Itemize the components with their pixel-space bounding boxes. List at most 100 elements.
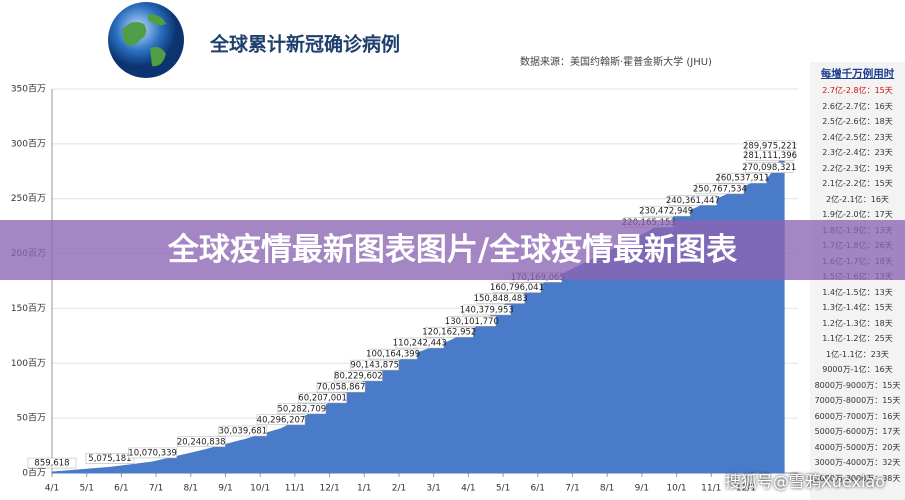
table-cell: 1.2亿-1.3亿：: [822, 318, 875, 328]
table-cell: 1.1亿-1.2亿：: [822, 334, 875, 343]
x-tick-label: 5/1: [496, 484, 510, 494]
value-label: 230,472,949: [639, 207, 693, 217]
table-cell: 1亿-1.1亿：: [826, 349, 871, 359]
value-label: 150,848,483: [474, 294, 528, 304]
x-tick-label: 5/1: [79, 484, 93, 494]
table-cell: 8000万-9000万：: [814, 380, 883, 390]
table-cell: 32天: [882, 458, 901, 467]
table-cell: 2.3亿-2.4亿：: [822, 148, 875, 157]
table-row: 1.4亿-1.5亿：13天: [810, 285, 905, 301]
x-tick-label: 10/1: [666, 484, 686, 494]
value-label: 100,164,399: [366, 350, 420, 360]
table-cell: 2亿-2.1亿：: [826, 194, 871, 204]
table-cell: 18天: [874, 318, 893, 328]
y-tick-label: 300百万: [11, 138, 46, 149]
table-row: 8000万-9000万：15天: [810, 378, 905, 394]
table-cell: 2.5亿-2.6亿：: [822, 117, 875, 126]
side-table: 每增千万例用时 2.7亿-2.8亿：15天 2.6亿-2.7亿：16天 2.5亿-2…: [810, 62, 905, 500]
value-label-box: [218, 425, 268, 437]
x-tick-label: 12/1: [319, 484, 339, 494]
value-label-box: [462, 304, 512, 316]
table-cell: 38天: [882, 473, 901, 483]
table-row: 2亿-2.1亿：16天: [810, 192, 905, 208]
value-label: 260,537,911: [715, 174, 769, 184]
table-row: 9000万-1亿：16天: [810, 362, 905, 378]
value-label-box: [425, 326, 474, 338]
table-cell: 15天: [874, 86, 893, 95]
banner: 全球疫情最新图表图片/全球疫情最新图表: [0, 220, 905, 280]
y-tick-label: 50百万: [17, 413, 46, 424]
table-row: 2.7亿-2.8亿：15天: [810, 83, 905, 99]
table-cell: 9000万-1亿：: [822, 365, 875, 374]
value-label: 240,361,447: [666, 196, 720, 206]
x-tick-label: 7/1: [565, 484, 579, 494]
table-cell: 20天: [882, 442, 901, 452]
value-label-box: [256, 414, 306, 426]
value-label: 270,098,321: [742, 163, 796, 173]
value-label: 40,296,207: [257, 415, 306, 425]
table-cell: 17天: [882, 427, 901, 436]
table-row: 2.1亿-2.2亿：15天: [810, 176, 905, 192]
table-cell: 18天: [874, 117, 893, 126]
value-label: 160,796,041: [490, 283, 544, 293]
table-cell: 16天: [882, 411, 901, 421]
value-label: 70,058,867: [317, 383, 366, 393]
source: 数据来源：美国约翰斯·霍普金斯大学 (JHU): [520, 55, 712, 68]
table-cell: 15天: [882, 380, 901, 390]
value-label: 289,975,221: [743, 141, 797, 151]
y-tick-label: 250百万: [11, 193, 46, 204]
table-cell: 2.4亿-2.5亿：: [822, 132, 875, 142]
table-row: 3000万-4000万：32天: [810, 455, 905, 471]
value-label: 5,075,181: [88, 454, 131, 464]
value-label: 30,039,681: [219, 427, 268, 437]
x-tick-label: 2/1: [392, 484, 406, 494]
table-row: 1.9亿-2.0亿：17天: [810, 207, 905, 223]
value-label-box: [492, 282, 542, 293]
value-label-box: [368, 348, 418, 360]
value-label-box: [85, 453, 135, 464]
table-row: 6000万-7000万：16天: [810, 409, 905, 425]
x-tick-label: 6/1: [114, 484, 128, 494]
table-cell: 2.6亿-2.7亿：: [822, 101, 875, 111]
table-cell: 1.9亿-2.0亿：: [822, 210, 875, 219]
table-cell: 16天: [870, 194, 889, 204]
table-cell: 7000万-8000万：: [814, 396, 883, 405]
y-tick-label: 0百万: [22, 468, 46, 479]
table-cell: 19天: [874, 163, 893, 173]
value-label: 140,379,953: [460, 305, 514, 315]
value-label: 10,070,339: [128, 448, 177, 458]
table-row: 2.3亿-2.4亿：23天: [810, 145, 905, 161]
value-label-box: [395, 337, 445, 349]
value-label-box: [744, 162, 794, 173]
value-label-box: [641, 205, 691, 217]
value-label: 90,143,875: [350, 361, 399, 371]
y-tick-label: 150百万: [11, 303, 46, 314]
x-tick-label: 8/1: [184, 484, 198, 494]
value-label-box: [476, 293, 525, 304]
x-tick-label: 11/1: [701, 484, 721, 494]
x-tick-label: 3/1: [426, 484, 440, 494]
table-row: 2.6亿-2.7亿：16天: [810, 99, 905, 115]
table-cell: 2.7亿-2.8亿：: [822, 86, 875, 95]
table-cell: 6000万-7000万：: [814, 411, 883, 421]
table-cell: 23天: [870, 349, 889, 359]
y-tick-label: 350百万: [11, 84, 46, 95]
value-label: 130,101,770: [445, 317, 499, 327]
value-label: 281,111,396: [743, 151, 797, 161]
table-row: 1亿-1.1亿：23天: [810, 347, 905, 363]
table-cell: 17天: [874, 210, 893, 219]
table-cell: 16天: [874, 365, 893, 374]
table-row: 7000万-8000万：15天: [810, 393, 905, 409]
table-row: 2.2亿-2.3亿：19天: [810, 161, 905, 177]
table-cell: 1.4亿-1.5亿：: [822, 287, 875, 297]
x-tick-label: 10/1: [250, 484, 270, 494]
value-label-box: [277, 403, 327, 415]
value-label-box: [27, 457, 77, 469]
value-label-box: [745, 140, 795, 152]
table-row: 2.5亿-2.6亿：18天: [810, 114, 905, 130]
value-label-box: [298, 392, 347, 404]
value-label: 859,618: [34, 459, 69, 469]
x-tick-label: 8/1: [600, 484, 614, 494]
x-tick-label: 11/1: [285, 484, 305, 494]
